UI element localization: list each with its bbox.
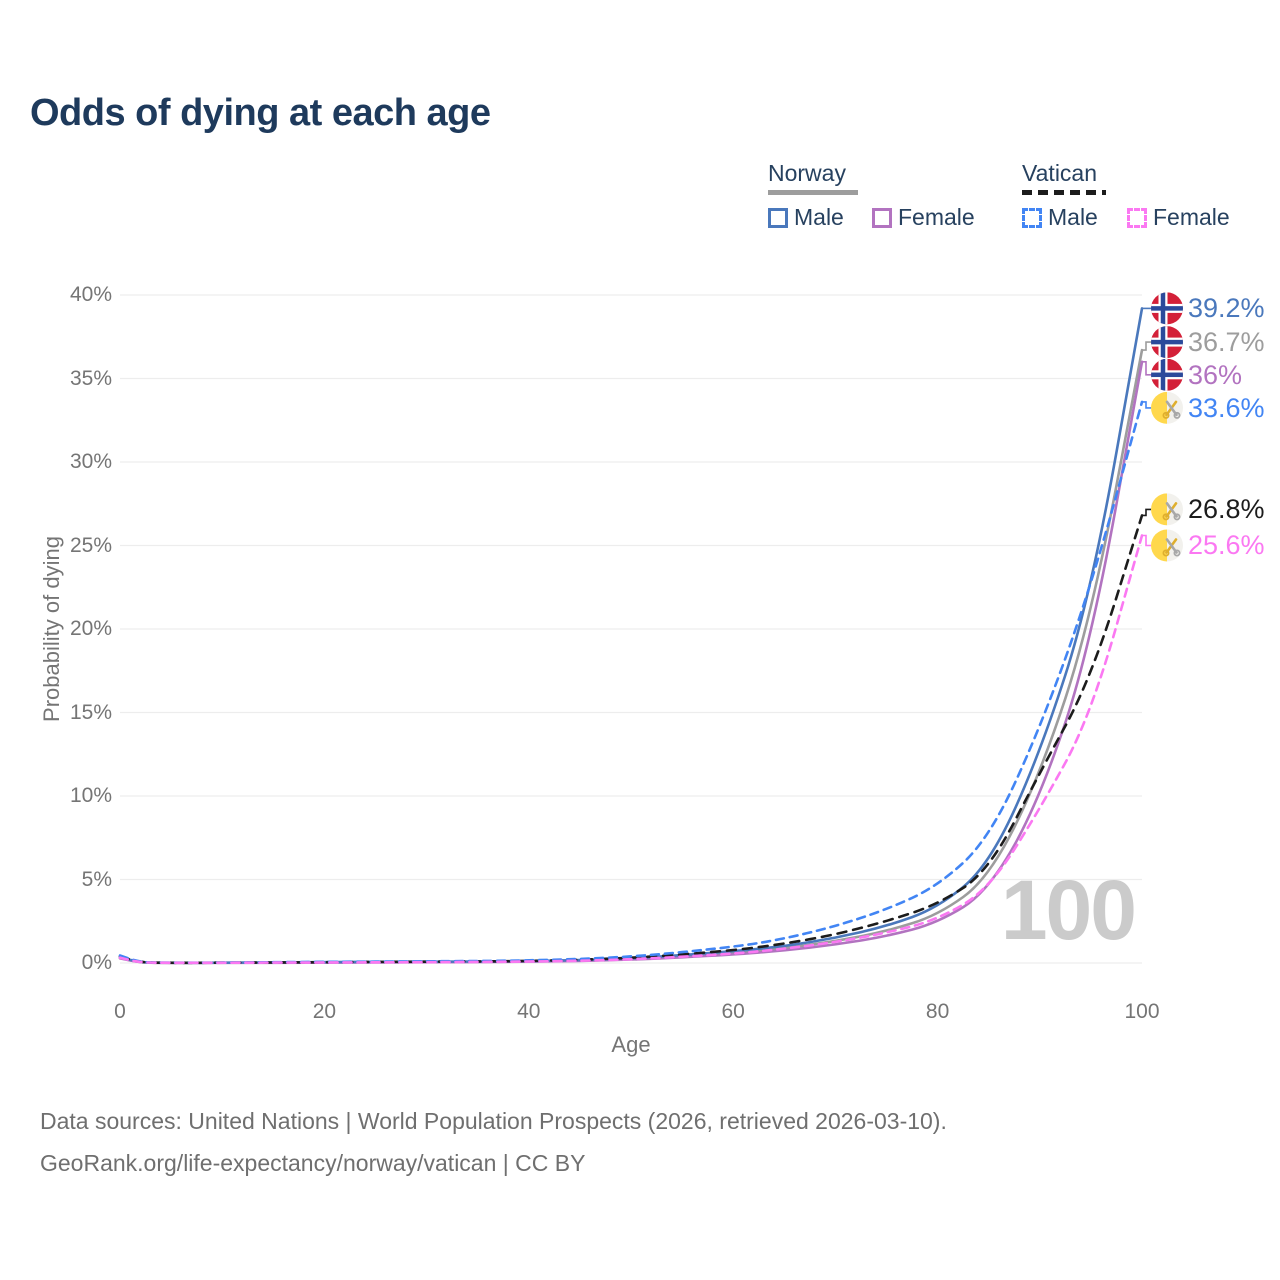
y-tick-15%: 15% [69, 700, 112, 724]
vatican-total-end-value: 26.8% [1188, 494, 1265, 525]
x-tick-20: 20 [312, 1000, 337, 1023]
vatican-male-swatch-icon [1022, 207, 1042, 228]
norway-total-label-connector [1142, 341, 1151, 351]
y-tick-5%: 5% [81, 867, 112, 891]
vatican-female-line[interactable] [118, 534, 1144, 965]
y-tick-20%: 20% [69, 617, 112, 640]
hovered-age-watermark: 100 [1000, 863, 1137, 957]
norway-male-end-value: 39.2% [1188, 293, 1265, 324]
x-tick-40: 40 [517, 1000, 541, 1023]
vatican-male-line[interactable] [118, 400, 1144, 965]
x-tick-80: 80 [925, 1000, 950, 1023]
legend-norway-female-label: Female [898, 204, 975, 230]
norway-male-swatch-icon [768, 207, 788, 228]
legend-vatican-male[interactable]: Male [1022, 204, 1098, 231]
legend-norway-underline [768, 190, 858, 195]
vatican-male-label-connector [1142, 401, 1151, 409]
norway-female-swatch-icon [872, 207, 892, 228]
y-tick-25%: 25% [69, 533, 112, 557]
vatican-female-swatch-icon [1127, 207, 1147, 228]
norway-flag-icon [1151, 326, 1183, 359]
y-tick-10%: 10% [69, 784, 112, 807]
vatican-male-end-value: 33.6% [1188, 392, 1265, 423]
norway-flag-icon [1151, 358, 1183, 391]
legend-norway-female[interactable]: Female [872, 204, 975, 231]
legend-norway-header[interactable]: Norway [768, 160, 846, 186]
legend-vatican-male-label: Male [1048, 204, 1098, 230]
x-tick-100: 100 [1124, 1000, 1160, 1023]
norway-female-end-value: 36% [1188, 359, 1243, 390]
x-axis-title: Age [611, 1032, 651, 1057]
y-tick-30%: 30% [69, 450, 112, 473]
vatican-total-line[interactable] [118, 514, 1144, 965]
norway-total-end-value: 36.7% [1188, 327, 1265, 358]
legend-vatican-underline [1022, 190, 1106, 195]
data-sources-text: Data sources: United Nations | World Pop… [40, 1108, 947, 1134]
y-tick-35%: 35% [69, 366, 112, 390]
legend-norway-male[interactable]: Male [768, 204, 844, 231]
y-tick-40%: 40% [69, 283, 112, 306]
y-tick-0%: 0% [81, 951, 112, 974]
vatican-flag-icon [1151, 529, 1183, 562]
norway-total-line[interactable] [118, 348, 1144, 965]
norway-female-label-connector [1142, 361, 1151, 376]
vatican-female-end-value: 25.6% [1188, 530, 1265, 561]
vatican-female-label-connector [1142, 534, 1151, 547]
legend-vatican-header[interactable]: Vatican [1022, 160, 1098, 186]
legend-vatican-female-label: Female [1153, 204, 1230, 230]
x-tick-60: 60 [721, 1000, 745, 1023]
vatican-flag-icon [1151, 391, 1183, 424]
page-title: Odds of dying at each age [30, 92, 491, 134]
legend-norway-male-label: Male [794, 204, 844, 230]
legend-vatican-female[interactable]: Female [1127, 204, 1230, 231]
norway-flag-icon [1151, 292, 1183, 325]
attribution-link-text: GeoRank.org/life-expectancy/norway/vatic… [40, 1150, 586, 1176]
vatican-total-label-connector [1142, 508, 1151, 517]
vatican-flag-icon [1151, 493, 1183, 526]
norway-female-line[interactable] [118, 360, 1144, 965]
x-tick-0: 0 [114, 1000, 126, 1023]
